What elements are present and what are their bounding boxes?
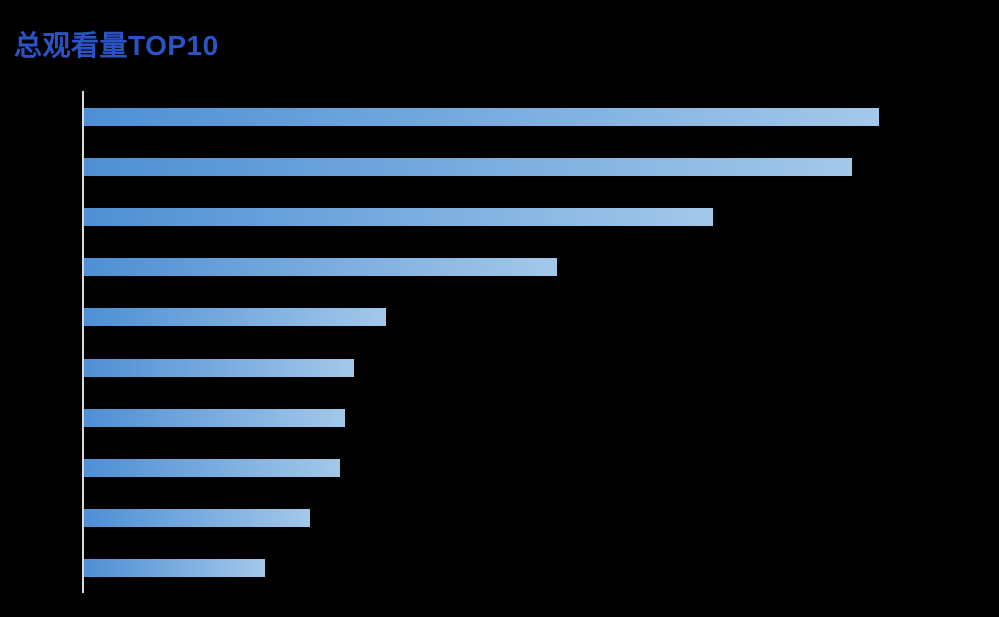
bar-rank-6	[84, 359, 354, 377]
bar-rank-7	[84, 409, 345, 427]
bar-rank-4	[84, 258, 557, 276]
bar-rank-10	[84, 559, 265, 577]
bar-rank-2	[84, 158, 852, 176]
chart-title: 总观看量TOP10	[14, 30, 219, 61]
bar-rank-9	[84, 509, 310, 527]
bar-chart	[82, 91, 992, 593]
bar-rank-5	[84, 308, 386, 326]
bar-rank-3	[84, 208, 713, 226]
bar-rank-8	[84, 459, 340, 477]
y-axis-line	[82, 91, 84, 593]
bar-rank-1	[84, 108, 879, 126]
